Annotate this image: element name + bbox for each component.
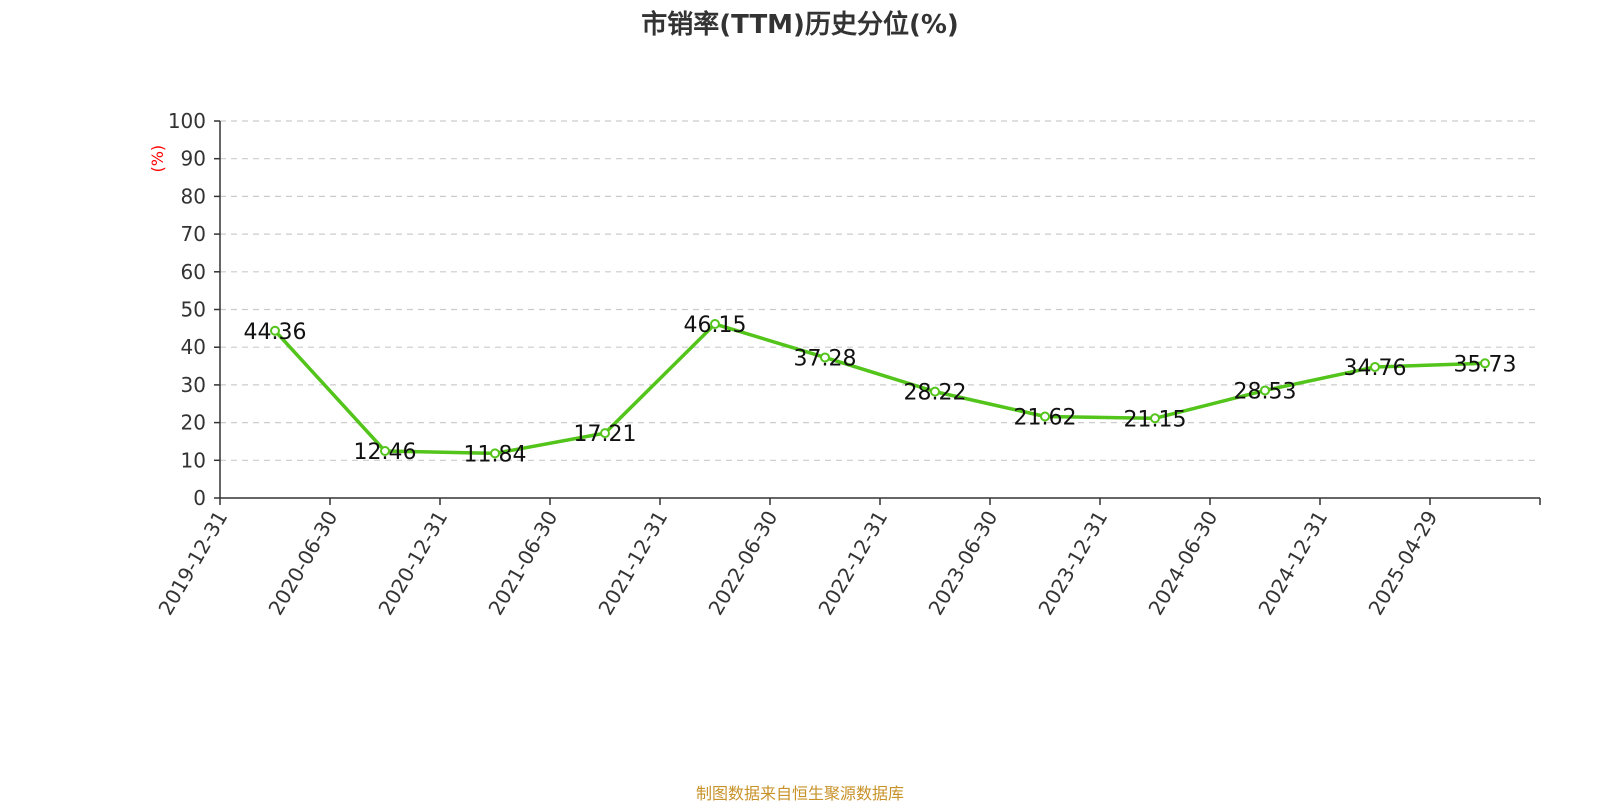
data-point <box>600 428 610 439</box>
data-label: 28.22 <box>904 381 967 406</box>
x-tick-label: 2020-12-31 <box>373 507 452 620</box>
data-labels: 44.36 12.46 11.84 17.21 46.15 37.28 28.22 21.62… <box>244 313 1517 467</box>
data-point <box>1480 358 1490 369</box>
data-points <box>270 319 1490 459</box>
x-tick-label: 2021-12-31 <box>593 507 672 620</box>
y-tick-label: 30 <box>181 373 206 397</box>
x-tick-label: 2019-12-31 <box>153 507 232 620</box>
data-point <box>1040 411 1050 422</box>
y-axis-label: (%) <box>148 145 167 173</box>
data-label: 37.28 <box>794 346 857 371</box>
y-tick-label: 100 <box>168 109 206 133</box>
data-point <box>1370 361 1380 372</box>
chart-title: 市销率(TTM)历史分位(%) <box>641 10 959 40</box>
data-point <box>1150 413 1160 424</box>
y-tick-label: 50 <box>181 298 206 322</box>
data-point <box>930 386 940 397</box>
data-label: 21.15 <box>1124 407 1187 432</box>
data-label: 46.15 <box>684 313 747 338</box>
data-point <box>820 352 830 363</box>
data-label: 17.21 <box>574 422 637 447</box>
y-tick-label: 60 <box>181 260 206 284</box>
source-note: 制图数据来自恒生聚源数据库 <box>695 784 904 803</box>
y-tick-label: 20 <box>181 411 206 435</box>
data-label: 11.84 <box>464 442 527 467</box>
data-label: 28.53 <box>1234 379 1297 404</box>
data-point <box>1260 385 1270 396</box>
x-tick-label: 2025-04-29 <box>1363 507 1442 620</box>
data-point <box>710 319 720 330</box>
y-tick-label: 90 <box>181 147 206 171</box>
data-point <box>270 325 280 336</box>
x-tick-label: 2020-06-30 <box>263 507 342 620</box>
y-tick-label: 40 <box>181 335 206 359</box>
x-tick-label: 2022-12-31 <box>813 507 892 620</box>
x-tick-label: 2024-06-30 <box>1143 507 1222 620</box>
data-label: 21.62 <box>1014 405 1077 430</box>
data-label: 12.46 <box>354 440 417 465</box>
data-label: 34.76 <box>1344 356 1407 381</box>
series-line <box>273 322 1486 456</box>
x-tick-label: 2023-06-30 <box>923 507 1002 620</box>
x-tick-label: 2023-12-31 <box>1033 507 1112 620</box>
x-tick-label: 2021-06-30 <box>483 507 562 620</box>
data-label: 44.36 <box>244 320 307 345</box>
y-tick-label: 70 <box>181 222 206 246</box>
data-label: 35.73 <box>1454 352 1517 377</box>
series-line-layer <box>273 322 1486 456</box>
data-point <box>380 446 390 457</box>
data-point <box>490 448 500 459</box>
y-tick-label: 10 <box>181 448 206 472</box>
y-tick-label: 80 <box>181 184 206 208</box>
x-tick-label: 2022-06-30 <box>703 507 782 620</box>
y-tick-label: 0 <box>193 486 206 510</box>
x-tick-label: 2024-12-31 <box>1253 507 1332 620</box>
grid-lines <box>220 120 1540 461</box>
